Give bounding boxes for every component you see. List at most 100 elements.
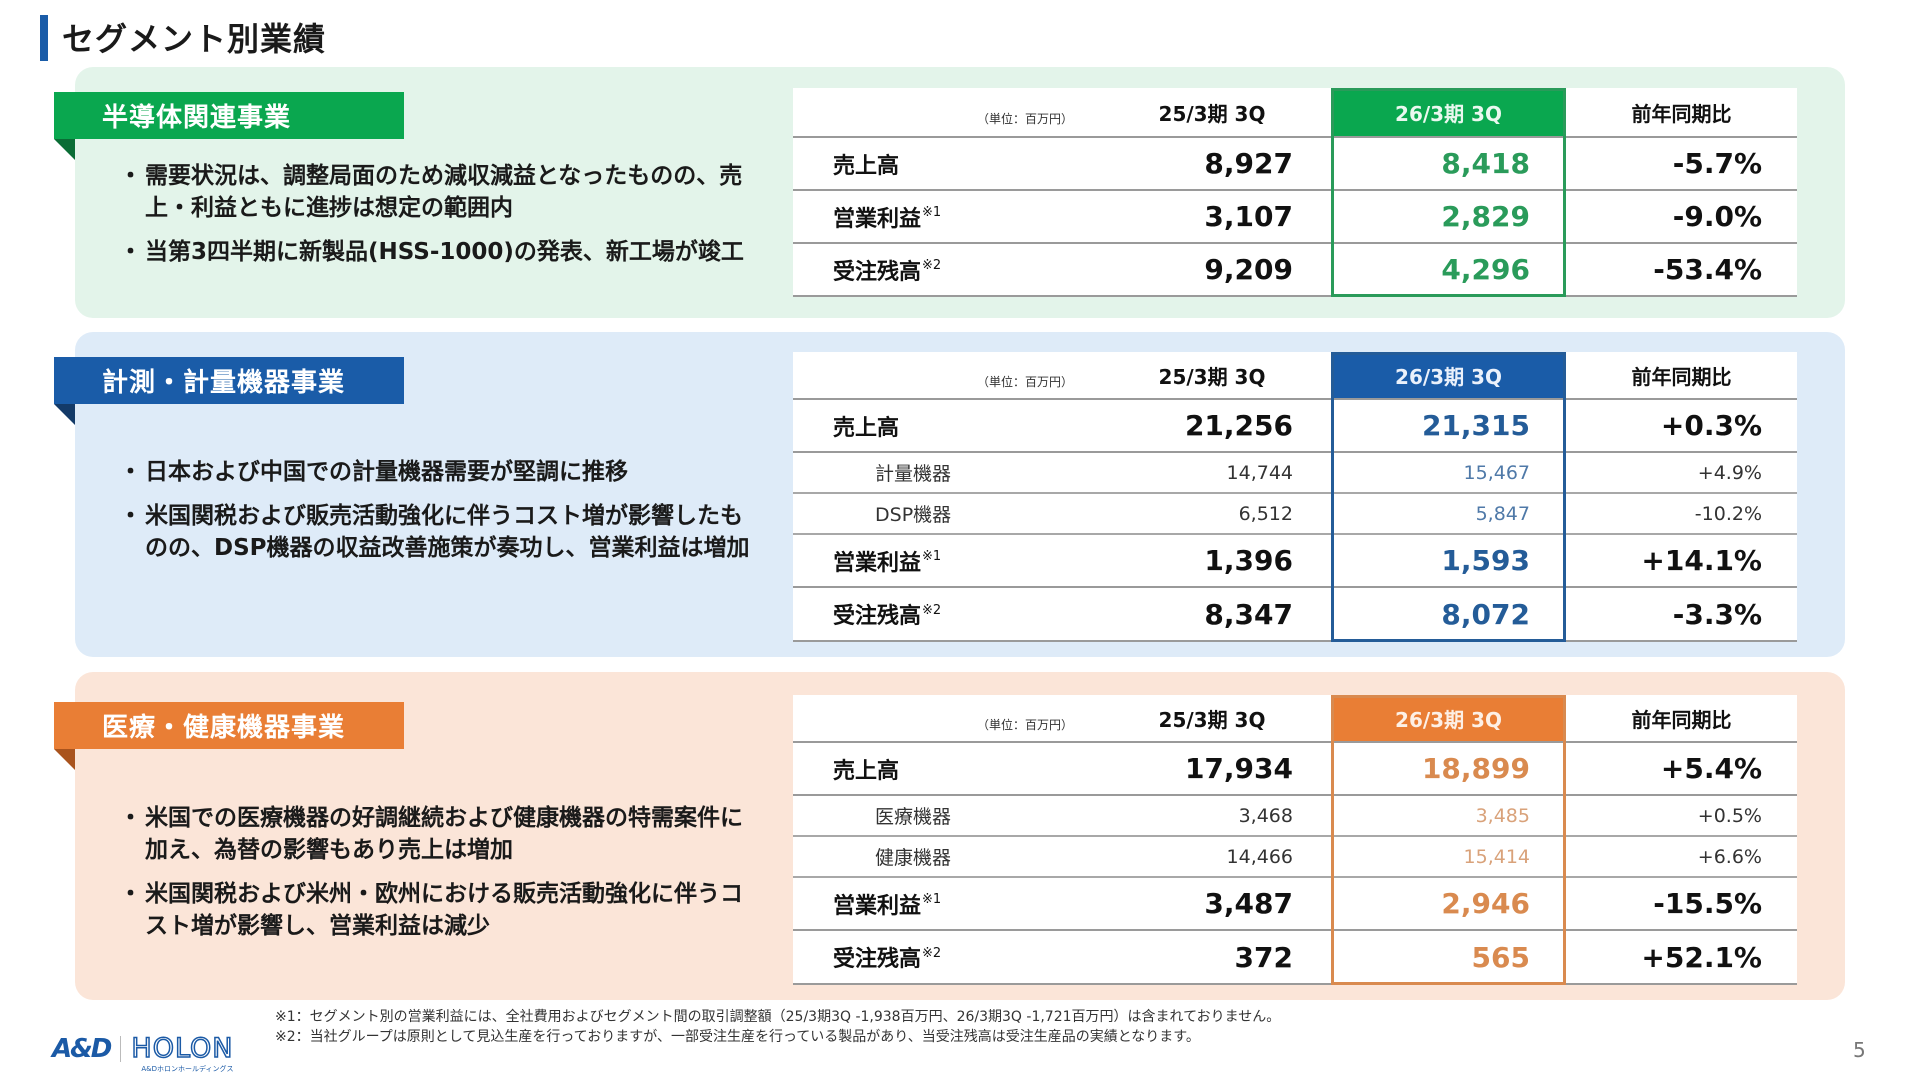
col-cur: 26/3期 3Q [1331, 352, 1566, 398]
row-label: 受注残高 ※2 [833, 602, 942, 630]
cur-value: 565 [1471, 940, 1530, 974]
table-row: 受注残高 ※2 8,347 8,072 -3.3% [793, 588, 1797, 642]
unit-label: （単位：百万円） [976, 111, 1073, 126]
col-cur: 26/3期 3Q [1331, 695, 1566, 741]
prev-value: 6,512 [1238, 502, 1293, 525]
prev-value: 1,396 [1204, 544, 1293, 577]
table-header: （単位：百万円） 25/3期 3Q 26/3期 3Q 前年同期比 [793, 352, 1797, 400]
col-yoy: 前年同期比 [1631, 364, 1732, 389]
table-row: 売上高 21,256 21,315 +0.3% [793, 400, 1797, 453]
row-label: 計量機器 [875, 463, 952, 485]
prev-value: 9,209 [1204, 253, 1293, 286]
prev-value: 21,256 [1184, 409, 1293, 442]
table-row: 営業利益 ※1 3,487 2,946 -15.5% [793, 878, 1797, 931]
col-prev: 25/3期 3Q [1158, 364, 1266, 389]
table-row: 営業利益 ※1 3,107 2,829 -9.0% [793, 191, 1797, 244]
table-row-sub: 計量機器 14,744 15,467 +4.9% [793, 453, 1797, 494]
yoy-value: -53.4% [1653, 253, 1762, 286]
bullet-list: 米国での医療機器の好調継続および健康機器の特需案件に加え、為替の影響もあり売上は… [119, 802, 825, 954]
col-prev: 25/3期 3Q [1158, 707, 1266, 732]
cur-value: 5,847 [1475, 502, 1530, 525]
segment-panel-measurement: 計測・計量機器事業 日本および中国での計量機器需要が堅調に推移 米国関税および販… [54, 332, 1845, 657]
table-header: （単位：百万円） 25/3期 3Q 26/3期 3Q 前年同期比 [793, 88, 1797, 138]
prev-value: 3,468 [1238, 804, 1293, 827]
cur-value: 8,072 [1441, 597, 1530, 631]
yoy-value: +0.3% [1660, 409, 1762, 442]
table-row: 売上高 8,927 8,418 -5.7% [793, 138, 1797, 191]
segment-table: （単位：百万円） 25/3期 3Q 26/3期 3Q 前年同期比 売上高 21,… [793, 352, 1797, 642]
logo-and: A&D [52, 1034, 112, 1064]
yoy-value: +52.1% [1641, 940, 1762, 974]
page-number: 5 [1853, 1038, 1866, 1062]
row-label: 売上高 [833, 153, 900, 179]
yoy-value: -10.2% [1694, 502, 1762, 525]
cur-value: 2,946 [1441, 887, 1530, 920]
cur-value: 8,418 [1441, 147, 1530, 180]
cur-value: 2,829 [1441, 200, 1530, 233]
row-label: 営業利益 ※1 [833, 205, 942, 232]
bullet-list: 需要状況は、調整局面のため減収減益となったものの、売上・利益ともに進捗は想定の範… [119, 160, 825, 280]
table-row: 営業利益 ※1 1,396 1,593 +14.1% [793, 535, 1797, 588]
row-label: 健康機器 [875, 847, 952, 869]
bullet-item: 米国関税および米州・欧州における販売活動強化に伴うコスト増が影響し、営業利益は減… [119, 878, 755, 942]
cur-value: 1,593 [1441, 544, 1530, 577]
page-title: セグメント別業績 [62, 20, 327, 58]
footnotes: ※1：セグメント別の営業利益には、全社費用およびセグメント間の取引調整額（25/… [275, 1007, 1280, 1047]
row-label: 受注残高 ※2 [833, 945, 942, 973]
table-header: （単位：百万円） 25/3期 3Q 26/3期 3Q 前年同期比 [793, 695, 1797, 743]
footnote-2: ※2：当社グループは原則として見込生産を行っておりますが、一部受注生産を行ってい… [275, 1029, 1200, 1045]
row-label: 営業利益 ※1 [833, 549, 942, 576]
yoy-value: -3.3% [1672, 597, 1762, 631]
row-label: 受注残高 ※2 [833, 258, 942, 285]
yoy-value: +14.1% [1641, 544, 1762, 577]
title-accent-bar [40, 15, 48, 61]
row-label: 売上高 [833, 758, 900, 784]
label-fold [54, 749, 75, 770]
prev-value: 8,347 [1204, 597, 1293, 631]
prev-value: 3,107 [1204, 200, 1293, 233]
cur-value: 18,899 [1421, 752, 1530, 785]
table-row-sub: DSP機器 6,512 5,847 -10.2% [793, 494, 1797, 535]
prev-value: 17,934 [1184, 752, 1293, 785]
yoy-value: +5.4% [1660, 752, 1762, 785]
footnote-1: ※1：セグメント別の営業利益には、全社費用およびセグメント間の取引調整額（25/… [275, 1009, 1281, 1025]
segment-table: （単位：百万円） 25/3期 3Q 26/3期 3Q 前年同期比 売上高 8,9… [793, 88, 1797, 297]
bullet-item: 日本および中国での計量機器需要が堅調に推移 [119, 456, 825, 488]
cur-value: 15,467 [1463, 461, 1530, 484]
yoy-value: +4.9% [1697, 461, 1762, 484]
yoy-value: -15.5% [1653, 887, 1762, 920]
cur-value: 3,485 [1475, 804, 1530, 827]
yoy-value: +0.5% [1697, 804, 1762, 827]
segment-label: 医療・健康機器事業 [54, 702, 404, 749]
prev-value: 14,466 [1226, 845, 1293, 868]
bullet-item: 米国関税および販売活動強化に伴うコスト増が影響したものの、DSP機器の収益改善施… [119, 500, 755, 564]
cur-value: 4,296 [1441, 253, 1530, 286]
bullet-list: 日本および中国での計量機器需要が堅調に推移 米国関税および販売活動強化に伴うコス… [119, 456, 825, 576]
logo-holon-group: HOLON A&Dホロンホールディングス [131, 1034, 234, 1074]
prev-value: 372 [1234, 940, 1293, 974]
label-fold [54, 404, 75, 425]
yoy-value: +6.6% [1697, 845, 1762, 868]
row-label: 営業利益 ※1 [833, 892, 942, 919]
table-row: 売上高 17,934 18,899 +5.4% [793, 743, 1797, 796]
col-prev: 25/3期 3Q [1158, 101, 1266, 126]
cur-value: 21,315 [1421, 409, 1530, 442]
row-label: DSP機器 [875, 504, 952, 526]
row-label: 医療機器 [875, 806, 952, 828]
segment-table: （単位：百万円） 25/3期 3Q 26/3期 3Q 前年同期比 売上高 17,… [793, 695, 1797, 985]
prev-value: 14,744 [1226, 461, 1293, 484]
col-yoy: 前年同期比 [1631, 707, 1732, 732]
segment-panel-semiconductor: 半導体関連事業 需要状況は、調整局面のため減収減益となったものの、売上・利益とも… [54, 67, 1845, 318]
logo-subtitle: A&Dホロンホールディングス [141, 1065, 234, 1073]
unit-label: （単位：百万円） [976, 374, 1073, 389]
company-logo: A&D HOLON A&Dホロンホールディングス [52, 1034, 234, 1074]
segment-label: 計測・計量機器事業 [54, 357, 404, 404]
yoy-value: -5.7% [1672, 147, 1762, 180]
table-row: 受注残高 ※2 9,209 4,296 -53.4% [793, 244, 1797, 297]
table-row-sub: 健康機器 14,466 15,414 +6.6% [793, 837, 1797, 878]
cur-value: 15,414 [1463, 845, 1530, 868]
bullet-item: 需要状況は、調整局面のため減収減益となったものの、売上・利益ともに進捗は想定の範… [119, 160, 755, 224]
col-cur: 26/3期 3Q [1331, 88, 1566, 136]
row-label: 売上高 [833, 415, 900, 441]
prev-value: 8,927 [1204, 147, 1293, 180]
